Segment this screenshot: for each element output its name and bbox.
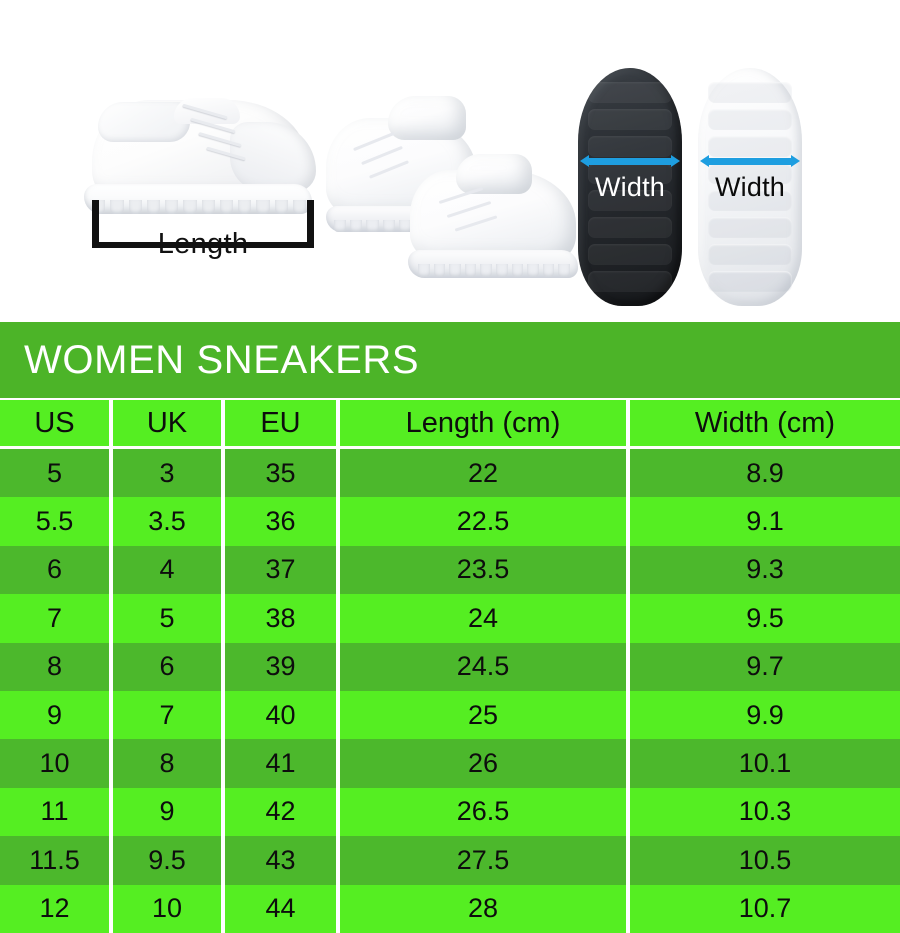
arrow-head-right-icon: [671, 155, 680, 167]
cell-us: 8: [0, 642, 113, 691]
sneaker-side-view-image: [78, 96, 316, 226]
table-row: 11 9 42 26.5 10.3: [0, 787, 900, 837]
table-row: 11.5 9.5 43 27.5 10.5: [0, 836, 900, 885]
cell-us: 5: [0, 449, 113, 498]
table-row: 12 10 44 28 10.7: [0, 884, 900, 933]
caliper-bar: [92, 242, 314, 248]
cell-eu: 36: [225, 497, 340, 546]
cell-length: 24.5: [340, 642, 630, 691]
cell-width: 10.5: [738, 844, 792, 875]
cell-length: 24: [340, 594, 630, 643]
cell-length: 26: [340, 739, 630, 788]
table-row: 6 4 37 23.5 9.3: [0, 545, 900, 595]
table-row: 7 5 38 24 9.5: [0, 594, 900, 643]
product-images-area: Length: [0, 0, 900, 322]
cell-us: 12: [0, 884, 113, 933]
cell-us: 11.5: [0, 836, 113, 885]
caliper-right-cap: [307, 200, 314, 248]
cell-width: 10.3: [738, 796, 792, 827]
outsole-tread-pattern: [588, 82, 672, 292]
sneaker-pair-image: [326, 78, 578, 300]
cell-width: 9.7: [746, 651, 784, 682]
size-table: US UK EU Length (cm) Width (cm) 5 3 35 2…: [0, 400, 900, 933]
table-row: 10 8 41 26 10.1: [0, 739, 900, 788]
cell-eu: 37: [225, 545, 340, 595]
column-header-width: Width (cm): [694, 406, 836, 439]
chart-title-band: WOMEN SNEAKERS: [0, 322, 900, 398]
column-header-length: Length (cm): [340, 400, 630, 446]
cell-eu: 39: [225, 642, 340, 691]
cell-eu: 43: [225, 836, 340, 885]
shoe-back-collar: [388, 96, 466, 140]
cell-us: 11: [0, 787, 113, 837]
cell-us: 9: [0, 690, 113, 740]
chart-title: WOMEN SNEAKERS: [24, 337, 420, 382]
cell-uk: 4: [113, 545, 225, 595]
cell-uk: 3: [113, 449, 225, 498]
column-header-uk: UK: [113, 400, 225, 446]
cell-uk: 10: [113, 884, 225, 933]
width-label-light: Width: [714, 172, 786, 202]
arrow-head-right-icon: [791, 155, 800, 167]
row-divider: [0, 446, 900, 449]
length-label: Length: [157, 228, 249, 260]
table-row: 5.5 3.5 36 22.5 9.1: [0, 497, 900, 546]
column-header-us: US: [0, 400, 113, 446]
cell-us: 5.5: [0, 497, 113, 546]
cell-eu: 41: [225, 739, 340, 788]
cell-uk: 5: [113, 594, 225, 643]
cell-width: 9.5: [746, 602, 784, 633]
shoe-tread: [92, 200, 306, 214]
cell-uk: 3.5: [113, 497, 225, 546]
cell-length: 26.5: [340, 787, 630, 837]
cell-width: 9.9: [746, 699, 784, 730]
arrow-line: [707, 158, 793, 165]
cell-width: 10.7: [738, 893, 792, 924]
shoe-front-collar: [456, 154, 532, 194]
cell-eu: 44: [225, 884, 340, 933]
sole-pair-image: Width Width: [578, 68, 810, 308]
outsole-tread-pattern: [708, 82, 792, 292]
cell-eu: 42: [225, 787, 340, 837]
width-arrow-light: [700, 154, 800, 169]
cell-width: 9.1: [746, 506, 784, 537]
cell-width: 10.1: [738, 748, 792, 779]
cell-uk: 9: [113, 787, 225, 837]
cell-length: 22.5: [340, 497, 630, 546]
column-header-eu: EU: [225, 400, 340, 446]
cell-uk: 8: [113, 739, 225, 788]
cell-eu: 38: [225, 594, 340, 643]
table-row: 9 7 40 25 9.9: [0, 690, 900, 740]
arrow-line: [587, 158, 673, 165]
length-measure-bracket: [92, 200, 314, 252]
caliper-left-cap: [92, 200, 99, 248]
cell-length: 27.5: [340, 836, 630, 885]
light-outsole: [698, 68, 802, 306]
cell-uk: 9.5: [113, 836, 225, 885]
width-arrow-dark: [580, 154, 680, 169]
cell-us: 6: [0, 545, 113, 595]
arrow-head-left-icon: [700, 155, 709, 167]
cell-width: 8.9: [746, 457, 784, 488]
cell-length: 22: [340, 449, 630, 498]
cell-length: 23.5: [340, 545, 630, 595]
cell-width: 9.3: [746, 554, 784, 585]
dark-outsole: [578, 68, 682, 306]
table-header-row: US UK EU Length (cm) Width (cm): [0, 400, 900, 446]
shoe-front-tread: [418, 264, 570, 277]
cell-uk: 7: [113, 690, 225, 740]
table-row: 8 6 39 24.5 9.7: [0, 642, 900, 691]
cell-length: 25: [340, 690, 630, 740]
cell-eu: 35: [225, 449, 340, 498]
width-label-dark: Width: [594, 172, 666, 202]
cell-us: 10: [0, 739, 113, 788]
cell-length: 28: [340, 884, 630, 933]
cell-us: 7: [0, 594, 113, 643]
table-row: 5 3 35 22 8.9: [0, 449, 900, 498]
cell-uk: 6: [113, 642, 225, 691]
arrow-head-left-icon: [580, 155, 589, 167]
cell-eu: 40: [225, 690, 340, 740]
